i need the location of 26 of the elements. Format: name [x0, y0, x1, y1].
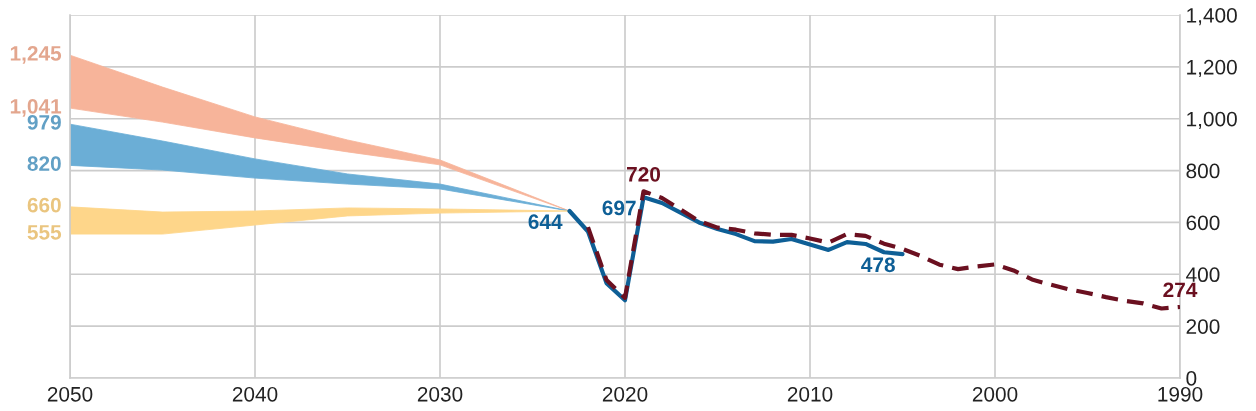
y-tick-label: 0 [1186, 371, 1197, 386]
annotation: 274 [1163, 282, 1198, 298]
y-tick-label: 1,200 [1187, 59, 1237, 78]
x-tick-label: 2050 [47, 386, 93, 402]
x-tick-label: 2020 [602, 386, 648, 402]
y-tick-label: 1,400 [1187, 8, 1237, 26]
x-tick-label: 1990 [1158, 386, 1203, 402]
y-tick-label: 200 [1186, 319, 1220, 334]
annotation: 820 [27, 156, 61, 171]
annotation: 979 [27, 115, 61, 130]
annotation: 660 [27, 197, 61, 213]
annotation: 555 [27, 225, 62, 240]
x-tick-label: 2040 [232, 386, 278, 402]
annotation: 720 [627, 166, 661, 182]
x-tick-label: 2010 [787, 386, 833, 402]
annotation: 1,245 [10, 46, 62, 64]
x-tick-label: 2030 [417, 386, 463, 402]
y-tick-label: 800 [1186, 163, 1220, 179]
y-tick-label: 600 [1186, 215, 1220, 231]
y-tick-label: 400 [1186, 267, 1220, 283]
y-tick-label: 1,000 [1187, 111, 1237, 129]
annotation: 644 [528, 214, 563, 230]
annotation: 697 [602, 200, 636, 216]
annotation: 1,041 [10, 98, 62, 117]
annotation: 478 [861, 257, 895, 273]
x-tick-label: 2000 [972, 386, 1018, 402]
